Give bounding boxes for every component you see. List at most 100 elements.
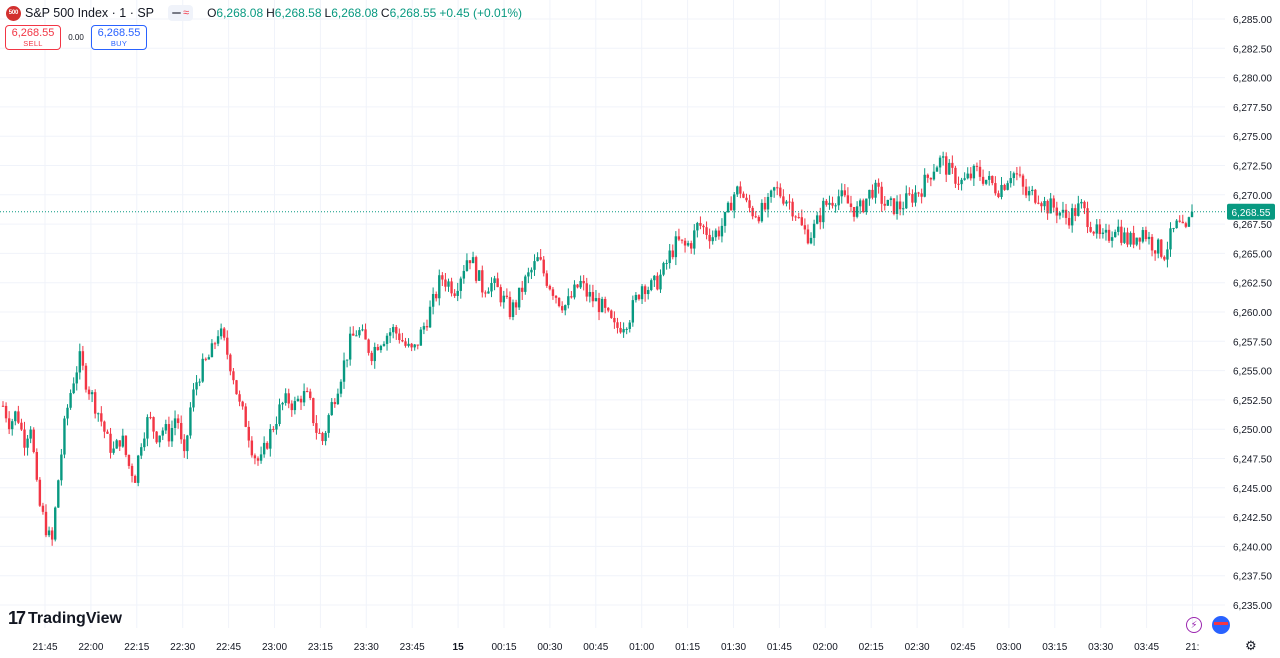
candle-body (302, 391, 306, 403)
grid (0, 0, 1225, 628)
candle-body (1150, 236, 1154, 251)
candle-body (29, 429, 32, 439)
candle-body (628, 322, 631, 329)
candle-body (969, 173, 972, 179)
candle-body (26, 438, 29, 448)
candle-body (367, 339, 370, 353)
candle-body (650, 280, 653, 291)
candle-body (493, 278, 496, 284)
candle-body (551, 289, 555, 296)
wave-icon[interactable]: ≈ (183, 6, 190, 19)
buy-button[interactable]: 6,268.55 BUY (91, 25, 147, 50)
price-change: +0.45 (+0.01%) (439, 6, 523, 20)
tradingview-logo[interactable]: 17 TradingView (8, 608, 122, 629)
candle-body (610, 310, 613, 318)
candle-body (69, 393, 72, 408)
flag-icon[interactable] (1212, 616, 1230, 634)
candle-body (1095, 224, 1098, 234)
candle-body (416, 344, 419, 346)
candle-body (121, 435, 125, 447)
candle-body (97, 413, 100, 415)
lightning-icon[interactable]: ⚡ (1186, 617, 1202, 633)
candle-body (444, 279, 447, 287)
candle-body (1092, 231, 1095, 234)
candle-body (901, 208, 905, 210)
candle-body (4, 405, 8, 419)
candle-body (20, 422, 23, 430)
x-tick-label: 03:30 (1088, 642, 1113, 653)
candle-body (963, 178, 966, 180)
candle-body (431, 293, 435, 307)
candle-body (782, 196, 785, 204)
candle-body (696, 222, 699, 231)
legend-controls[interactable]: ≈ (168, 5, 194, 21)
candle-body (348, 333, 352, 360)
candle-body (1009, 178, 1012, 184)
candle-body (213, 343, 217, 345)
candle-body (567, 296, 570, 306)
candle-body (290, 403, 294, 411)
candle-body (41, 505, 45, 512)
y-tick-label: 6,255.00 (1233, 367, 1272, 378)
candle-body (542, 259, 545, 274)
time-axis[interactable]: 21:45 22:00 22:15 22:30 22:45 23:00 23:15 23:30… (32, 642, 1199, 653)
candle-body (1147, 236, 1151, 240)
x-tick-label: 21: (1186, 642, 1200, 653)
symbol-title[interactable]: S&P 500 Index · 1 · SP (25, 6, 155, 20)
candle-body (1021, 175, 1025, 187)
candle-body (954, 167, 957, 184)
candle-body (398, 333, 401, 341)
sell-button[interactable]: 6,268.55 SELL (5, 25, 61, 50)
candle-body (281, 402, 284, 405)
candle-body (579, 280, 582, 288)
candle-body (1190, 211, 1194, 218)
candle-body (653, 275, 656, 281)
candle-body (659, 274, 662, 290)
candle-body (754, 216, 757, 218)
candle-body (155, 431, 158, 443)
candle-body (484, 292, 487, 294)
x-tick-label: 23:00 (262, 642, 287, 653)
candle-body (981, 176, 985, 184)
candle-body (536, 257, 539, 262)
candle-body (849, 203, 853, 208)
candle-body (1043, 201, 1046, 207)
candle-body (106, 431, 109, 434)
candle-body (471, 257, 475, 264)
candle-body (865, 198, 868, 212)
candle-body (785, 201, 788, 204)
candle-body (908, 193, 911, 195)
x-tick-label: 22:00 (78, 642, 103, 653)
candle-body (1153, 250, 1157, 254)
candle-body (124, 435, 128, 455)
hide-icon[interactable] (172, 12, 182, 14)
candle-body (189, 407, 192, 436)
sell-price: 6,268.55 (11, 27, 55, 39)
y-tick-label: 6,260.00 (1233, 308, 1272, 319)
candle-body (508, 296, 512, 317)
candle-body (966, 173, 969, 179)
candle-body (376, 346, 380, 351)
candle-body (47, 530, 51, 536)
tradingview-logo-text: TradingView (28, 609, 122, 627)
gear-icon[interactable]: ⚙ (1245, 638, 1257, 653)
candle-body (109, 433, 112, 453)
x-tick-label: 00:30 (537, 642, 562, 653)
candle-body (637, 294, 641, 300)
sp500-symbol-icon[interactable]: 500 (6, 5, 21, 21)
candle-body (855, 206, 859, 217)
candle-body (1, 405, 5, 407)
price-axis[interactable]: 6,235.00 6,237.50 6,240.00 6,242.50 6,245.00… (1233, 15, 1272, 612)
candle-body (772, 187, 776, 191)
candle-body (422, 326, 426, 330)
candle-body (1141, 230, 1145, 242)
y-tick-label: 6,267.50 (1233, 220, 1272, 231)
candle-body (266, 442, 269, 449)
candle-body (895, 201, 899, 214)
candle-body (883, 203, 886, 206)
candle-body (769, 190, 773, 197)
y-tick-label: 6,275.00 (1233, 132, 1272, 143)
x-tick-label: 22:45 (216, 642, 241, 653)
y-tick-label: 6,235.00 (1233, 601, 1272, 612)
